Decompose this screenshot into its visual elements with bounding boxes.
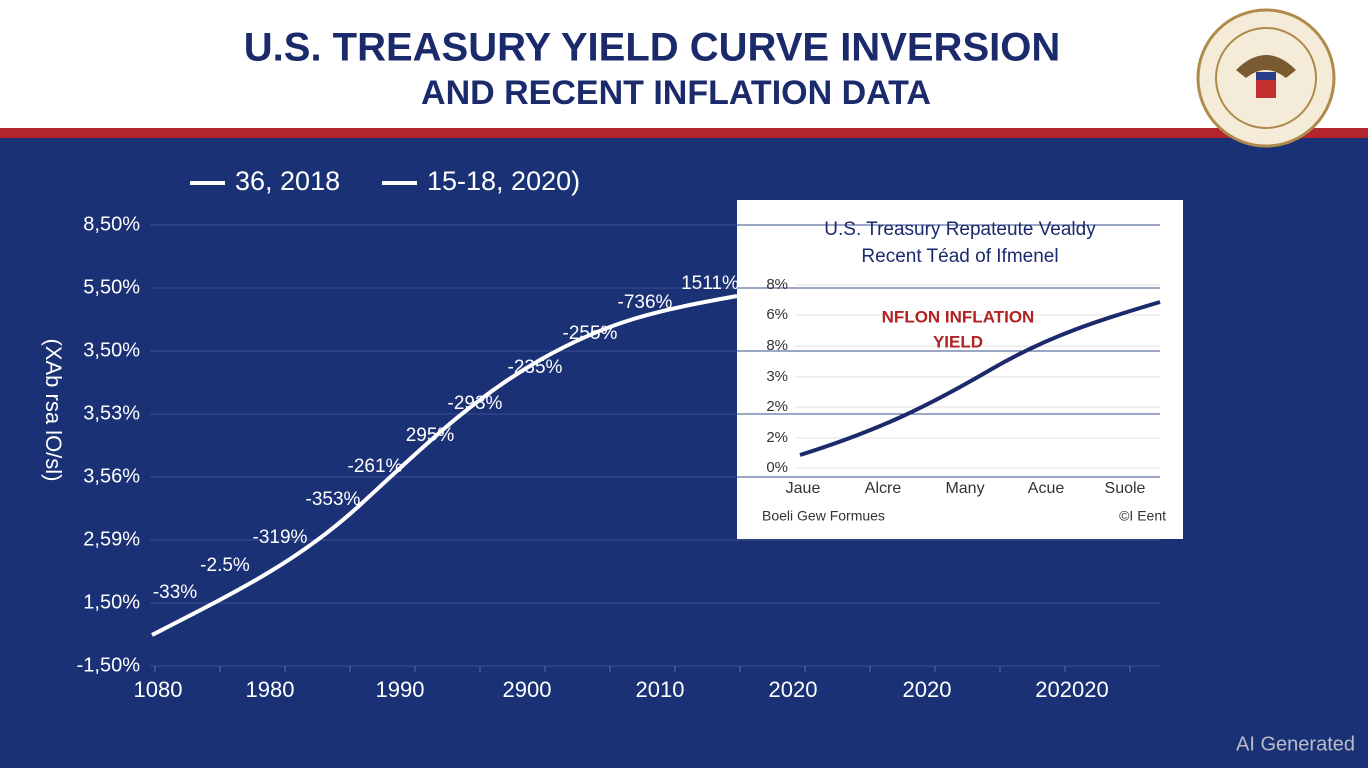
x-tick-label: 2900 (503, 677, 552, 702)
x-tick-label: 2020 (769, 677, 818, 702)
y-tick-label: 1,50% (83, 591, 140, 613)
y-tick-label: 5,50% (83, 276, 140, 298)
point-label: -353% (306, 489, 361, 510)
x-tick-label: 202020 (1035, 677, 1108, 702)
y-tick-label: 3,50% (83, 339, 140, 361)
inset-footer: Boeli Gew Formues (762, 508, 885, 524)
x-tick-label: 2010 (636, 677, 685, 702)
header-stripe (0, 128, 1368, 138)
legend-label: 36, 2018 (235, 166, 340, 196)
inset-annotation: NFLON INFLATION (882, 307, 1035, 326)
inset-panel (737, 200, 1183, 539)
title: AND RECENT INFLATION DATA (421, 74, 931, 112)
header-bg (0, 0, 1368, 128)
inset-title: U.S. Treasury Repateute Vealdy (824, 219, 1096, 240)
point-label: -319% (253, 527, 308, 548)
point-label: -33% (153, 582, 197, 603)
inset-y-label: 3% (766, 368, 788, 385)
watermark: AI Generated (1236, 733, 1355, 755)
point-label: -261% (348, 456, 403, 477)
inset-x-label: Many (945, 480, 984, 497)
inset-curve (799, 300, 1161, 457)
inset-annotation: YIELD (933, 332, 983, 351)
point-label: -2.5% (200, 555, 250, 576)
y-tick-label: 3,56% (83, 465, 140, 487)
inset-x-label: Jaue (786, 480, 821, 497)
inset-footer: ©I Eent (1119, 508, 1166, 524)
x-tick-label: 2020 (903, 677, 952, 702)
inset-title: Recent Téad of Ifmenel (861, 246, 1058, 267)
x-tick-label: 1080 (134, 677, 183, 702)
y-tick-label: 3,53% (83, 402, 140, 424)
point-label: 295% (406, 425, 455, 446)
y-tick-label: 2,59% (83, 528, 140, 550)
inset-y-label: 0% (766, 459, 788, 476)
inset-y-label: 8% (766, 337, 788, 354)
main-curve (151, 294, 738, 637)
x-tick-label: 1980 (246, 677, 295, 702)
inset-x-label: Acue (1028, 480, 1065, 497)
y-tick-label: -1,50% (77, 654, 141, 676)
y-tick-label: 8,50% (83, 213, 140, 235)
title: U.S. TREASURY YIELD CURVE INVERSION (244, 26, 1060, 70)
inset-x-label: Alcre (865, 480, 902, 497)
y-axis-title: (XAb rsa lO/sl) (41, 338, 66, 481)
seal (1196, 8, 1336, 148)
inset-y-label: 2% (766, 398, 788, 415)
point-label: -736% (618, 292, 673, 313)
point-label: -255% (563, 323, 618, 344)
point-label: 1511% (681, 273, 739, 294)
point-label: -235% (508, 357, 563, 378)
legend-label: 15-18, 2020) (427, 166, 580, 196)
inset-y-label: 2% (766, 429, 788, 446)
inset-y-label: 6% (766, 306, 788, 323)
point-label: -293% (448, 393, 503, 414)
inset-x-label: Suole (1105, 480, 1146, 497)
x-tick-label: 1990 (376, 677, 425, 702)
inset-y-label: 8% (766, 276, 788, 293)
